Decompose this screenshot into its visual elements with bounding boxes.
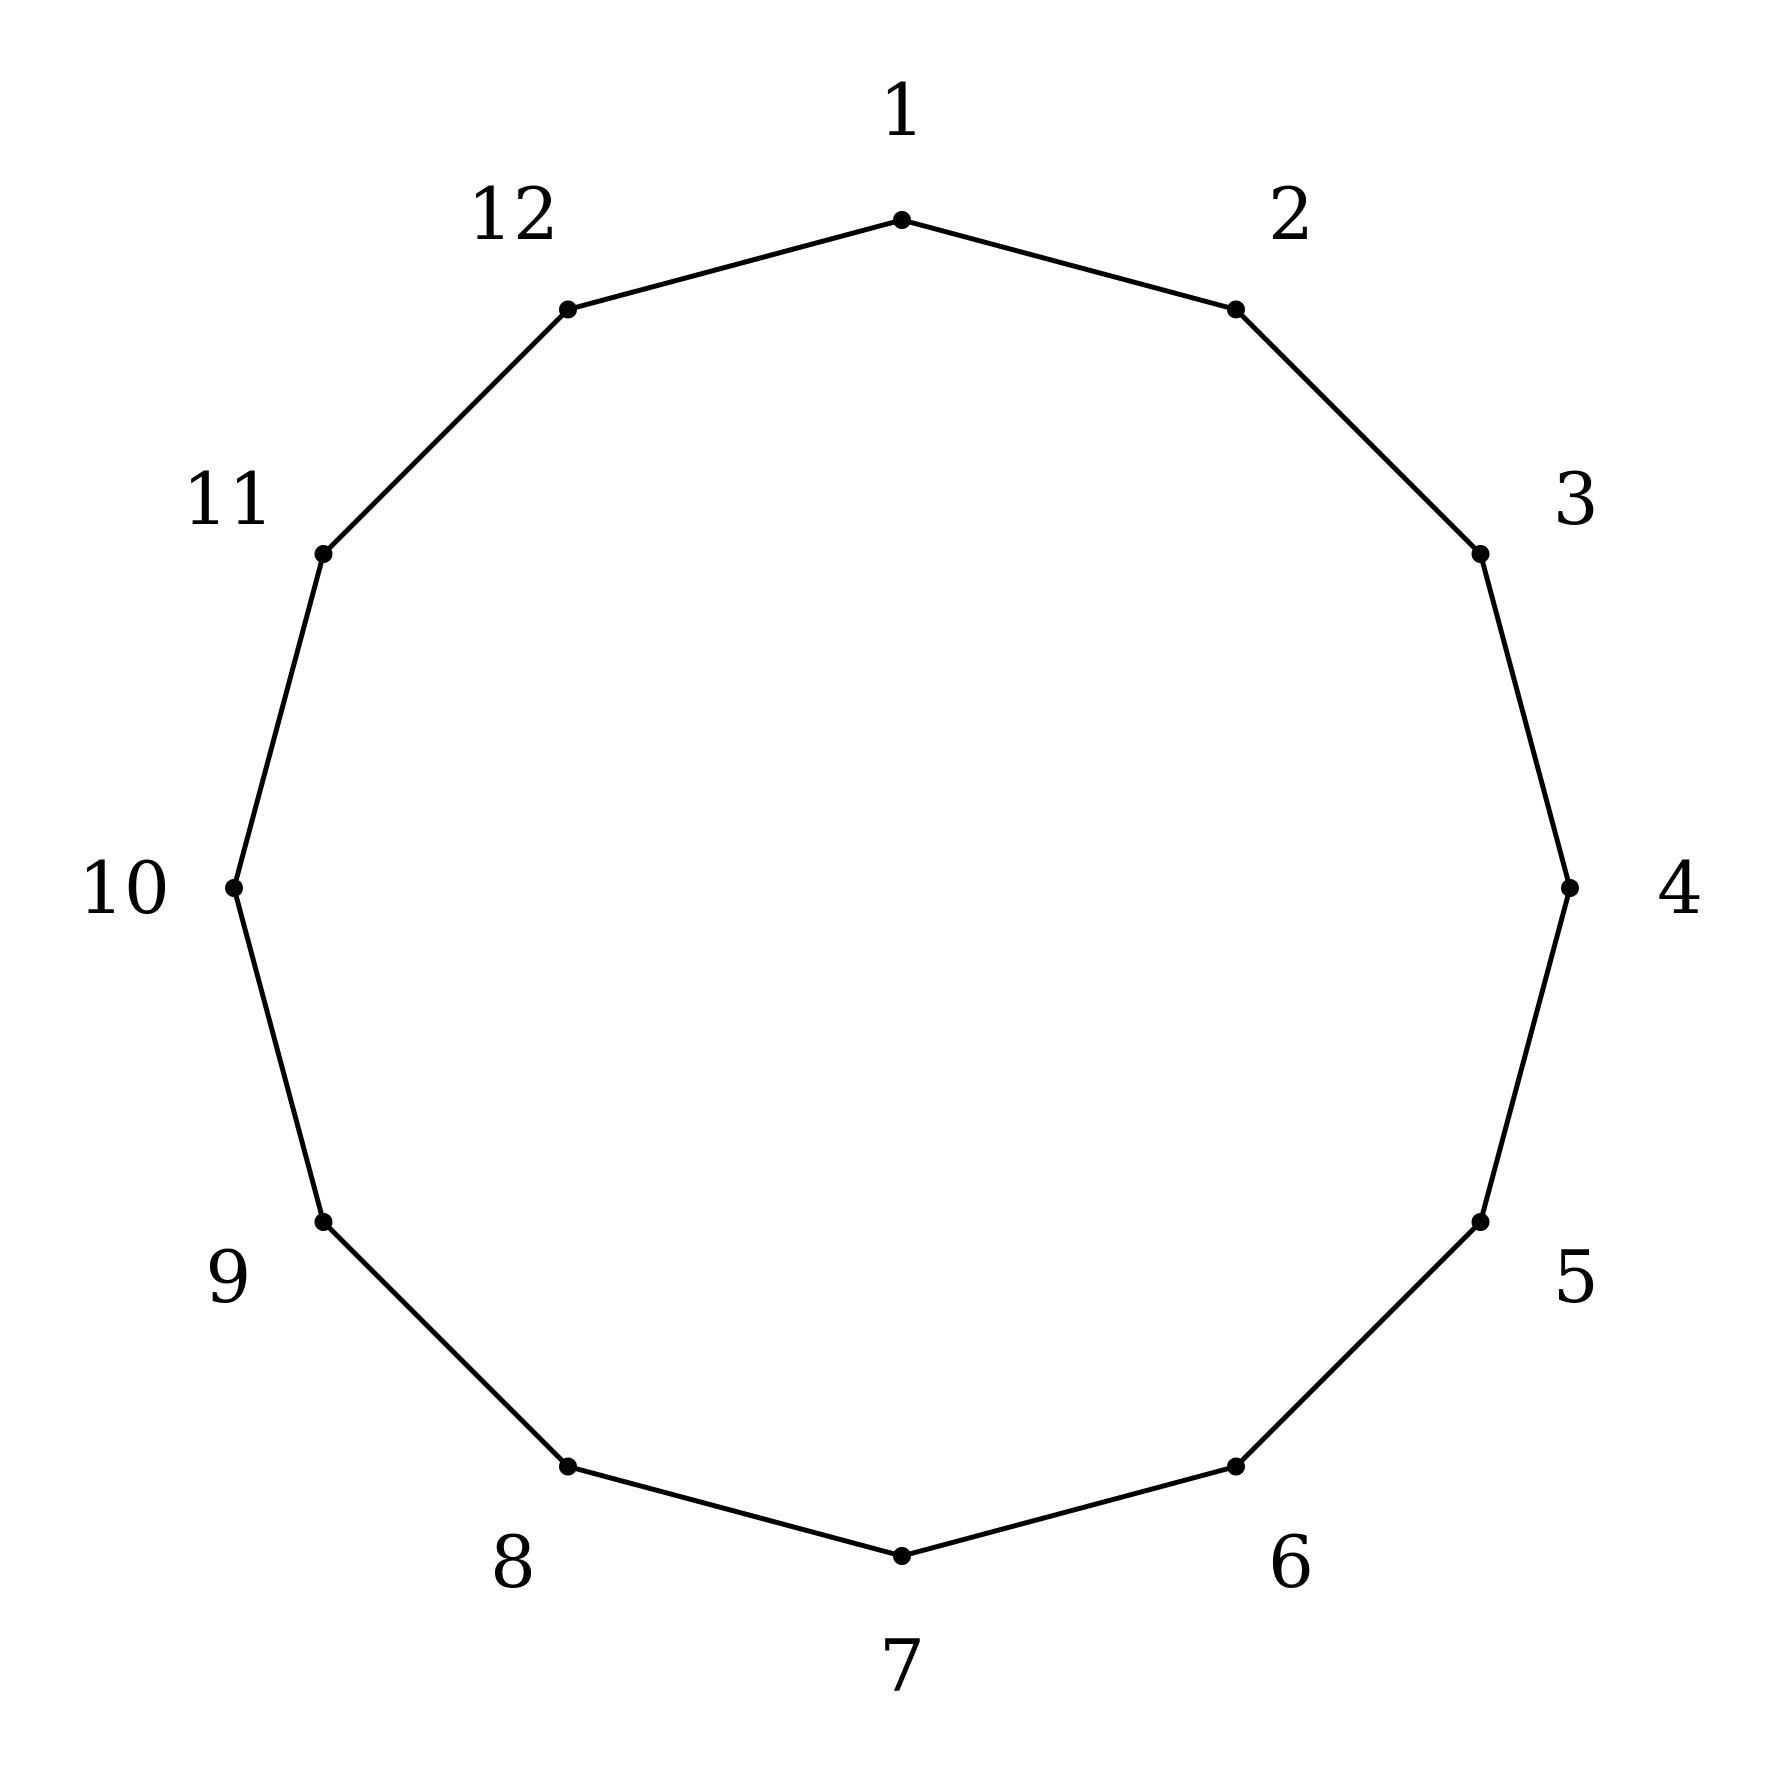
edge-11-12 [320,306,571,557]
edge-12-1 [565,217,905,312]
vertex-label-2: 2 [1268,172,1314,256]
vertices-group [225,211,1579,1565]
edge-10-11 [231,551,326,891]
edge-5-6 [1233,1219,1484,1470]
vertex-12 [559,300,577,319]
vertex-4 [1561,879,1579,897]
edge-1-2 [899,217,1239,312]
vertex-label-3: 3 [1553,457,1599,541]
vertex-2 [1227,300,1245,319]
vertex-label-1: 1 [879,68,925,152]
vertex-label-4: 4 [1657,846,1703,930]
vertex-label-11: 11 [182,457,274,541]
vertex-1 [893,211,911,229]
vertex-label-8: 8 [490,1520,536,1604]
vertex-label-6: 6 [1268,1520,1314,1604]
vertex-5 [1471,1213,1490,1231]
vertex-3 [1471,545,1490,563]
vertex-label-7: 7 [879,1624,925,1708]
edge-6-7 [899,1464,1239,1559]
vertex-label-9: 9 [205,1235,251,1319]
vertex-label-5: 5 [1553,1235,1599,1319]
vertex-7 [893,1547,911,1565]
edge-8-9 [320,1219,571,1470]
edges-group [231,217,1573,1559]
vertex-label-12: 12 [467,172,559,256]
edge-3-4 [1478,551,1573,891]
edge-4-5 [1478,885,1573,1225]
vertex-8 [559,1457,577,1476]
vertex-label-10: 10 [78,846,170,930]
vertex-9 [314,1213,333,1231]
vertex-6 [1227,1457,1245,1476]
vertex-11 [314,545,333,563]
edge-9-10 [231,885,326,1225]
vertex-10 [225,879,243,897]
edge-7-8 [565,1464,905,1559]
edge-2-3 [1233,306,1484,557]
